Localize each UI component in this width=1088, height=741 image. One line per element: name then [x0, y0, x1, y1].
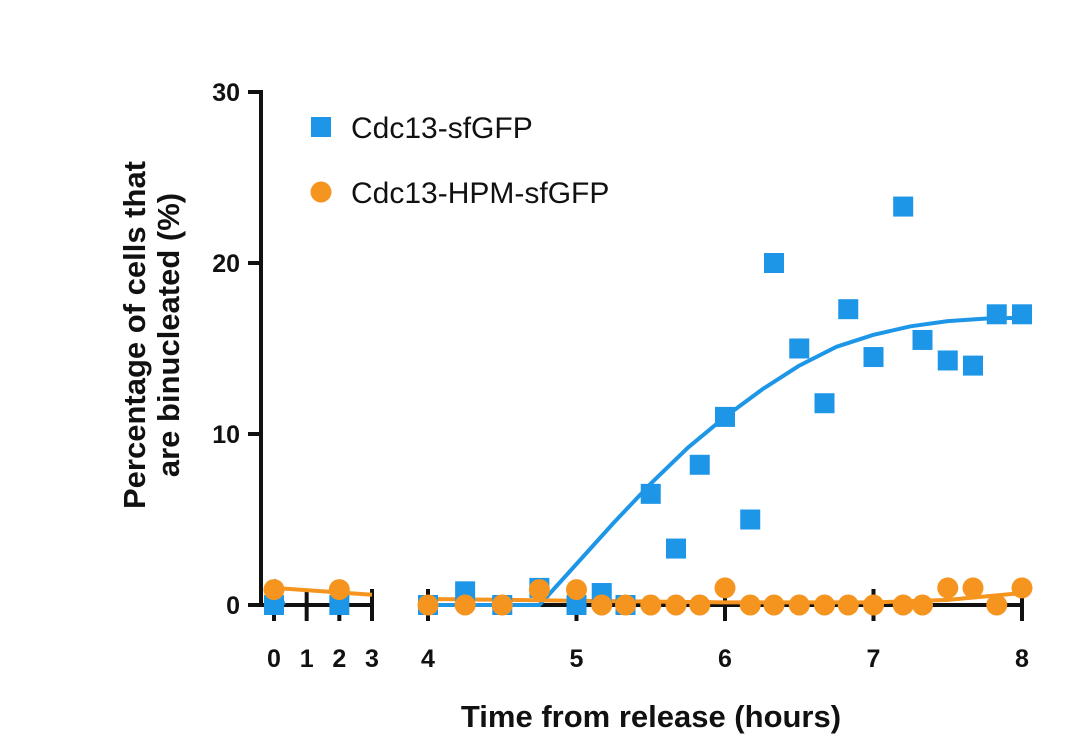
- cdc13-hpm-sfgfp-point: [813, 594, 835, 616]
- cdc13-hpm-sfgfp-point: [837, 594, 859, 616]
- legend-label: Cdc13-HPM-sfGFP: [351, 177, 609, 210]
- y-axis-title: Percentage of cells that are binucleated…: [117, 161, 186, 509]
- cdc13-hpm-sfgfp-point: [1011, 577, 1033, 599]
- x-tick-label: 8: [1015, 645, 1029, 673]
- cdc13-hpm-sfgfp-point: [566, 579, 587, 601]
- cdc13-hpm-sfgfp-point: [665, 594, 687, 616]
- cdc13-sfgfp-point: [740, 509, 761, 530]
- x-tick-label: 3: [365, 645, 379, 673]
- data-points: [263, 196, 1033, 616]
- cdc13-sfgfp-point: [893, 196, 914, 217]
- cdc13-sfgfp-point: [764, 253, 785, 273]
- x-tick-label: 4: [421, 645, 435, 673]
- cdc13-hpm-sfgfp-point: [739, 594, 761, 616]
- cdc13-hpm-sfgfp-point: [863, 594, 884, 616]
- cdc13-sfgfp-point: [789, 338, 810, 359]
- cdc13-sfgfp-point: [665, 538, 686, 559]
- cdc13-sfgfp-point: [814, 393, 835, 414]
- cdc13-sfgfp-point: [986, 304, 1007, 325]
- cdc13-sfgfp-point: [1012, 304, 1032, 325]
- x-tick-label: 5: [570, 645, 584, 673]
- cdc13-hpm-sfgfp-point: [986, 594, 1008, 616]
- x-tick-label: 7: [867, 645, 881, 673]
- cdc13-hpm-sfgfp-point: [892, 594, 914, 616]
- y-tick-label: 30: [212, 79, 240, 107]
- y-tick-label: 0: [226, 592, 240, 620]
- cdc13-hpm-sfgfp-point: [912, 594, 934, 616]
- fit-line-cdc13-sfgfp: [428, 315, 1023, 607]
- x-tick-label: 6: [718, 645, 732, 673]
- cdc13-sfgfp-point: [329, 595, 350, 615]
- cdc13-sfgfp-point: [715, 406, 735, 427]
- legend: Cdc13-sfGFP Cdc13-HPM-sfGFP: [310, 112, 609, 210]
- legend-marker: [311, 117, 331, 137]
- cdc13-sfgfp-point: [838, 299, 859, 320]
- cdc13-hpm-sfgfp-point: [937, 577, 959, 599]
- x-axis-title: Time from release (hours): [461, 699, 841, 734]
- cdc13-hpm-sfgfp-point: [962, 577, 984, 599]
- y-tick-label: 20: [212, 250, 240, 278]
- fit-line-cdc13-hpm-sfgfp: [273, 585, 373, 597]
- cdc13-hpm-sfgfp-point: [714, 577, 736, 599]
- legend-label: Cdc13-sfGFP: [351, 112, 533, 145]
- x-tick-label: 1: [300, 645, 314, 673]
- cdc13-hpm-sfgfp-point: [454, 594, 476, 616]
- cdc13-hpm-sfgfp-point: [640, 594, 662, 616]
- axes: [248, 90, 1024, 621]
- cdc13-hpm-sfgfp-point: [591, 594, 613, 616]
- cdc13-sfgfp-point: [264, 595, 284, 615]
- x-tick-label: 2: [332, 645, 346, 673]
- fit-curves: [272, 315, 1023, 607]
- legend-marker: [310, 181, 332, 203]
- y-axis-title-line1: Percentage of cells that: [117, 161, 152, 509]
- cdc13-hpm-sfgfp-point: [417, 594, 439, 616]
- cdc13-sfgfp-point: [863, 347, 884, 368]
- cdc13-hpm-sfgfp-point: [491, 594, 513, 616]
- y-axis-title-line2: are binucleated (%): [151, 193, 186, 477]
- y-tick-label: 10: [212, 421, 240, 449]
- cdc13-sfgfp-point: [640, 483, 661, 504]
- cdc13-sfgfp-point: [937, 350, 958, 371]
- cdc13-hpm-sfgfp-point: [615, 594, 637, 616]
- cdc13-sfgfp-point: [962, 355, 983, 376]
- x-tick-label: 0: [267, 645, 281, 673]
- cdc13-hpm-sfgfp-point: [528, 579, 550, 601]
- cdc13-sfgfp-point: [566, 595, 587, 615]
- cdc13-hpm-sfgfp-point: [263, 579, 285, 601]
- cdc13-hpm-sfgfp-point: [328, 579, 350, 601]
- cdc13-hpm-sfgfp-point: [689, 594, 711, 616]
- cdc13-hpm-sfgfp-point: [763, 594, 785, 616]
- cdc13-hpm-sfgfp-point: [788, 594, 810, 616]
- cdc13-sfgfp-point: [912, 329, 933, 350]
- cdc13-sfgfp-point: [689, 454, 710, 475]
